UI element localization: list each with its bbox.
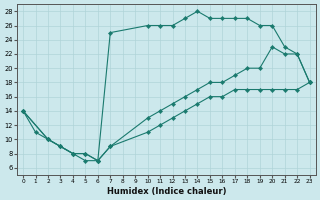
X-axis label: Humidex (Indice chaleur): Humidex (Indice chaleur) [107, 187, 226, 196]
